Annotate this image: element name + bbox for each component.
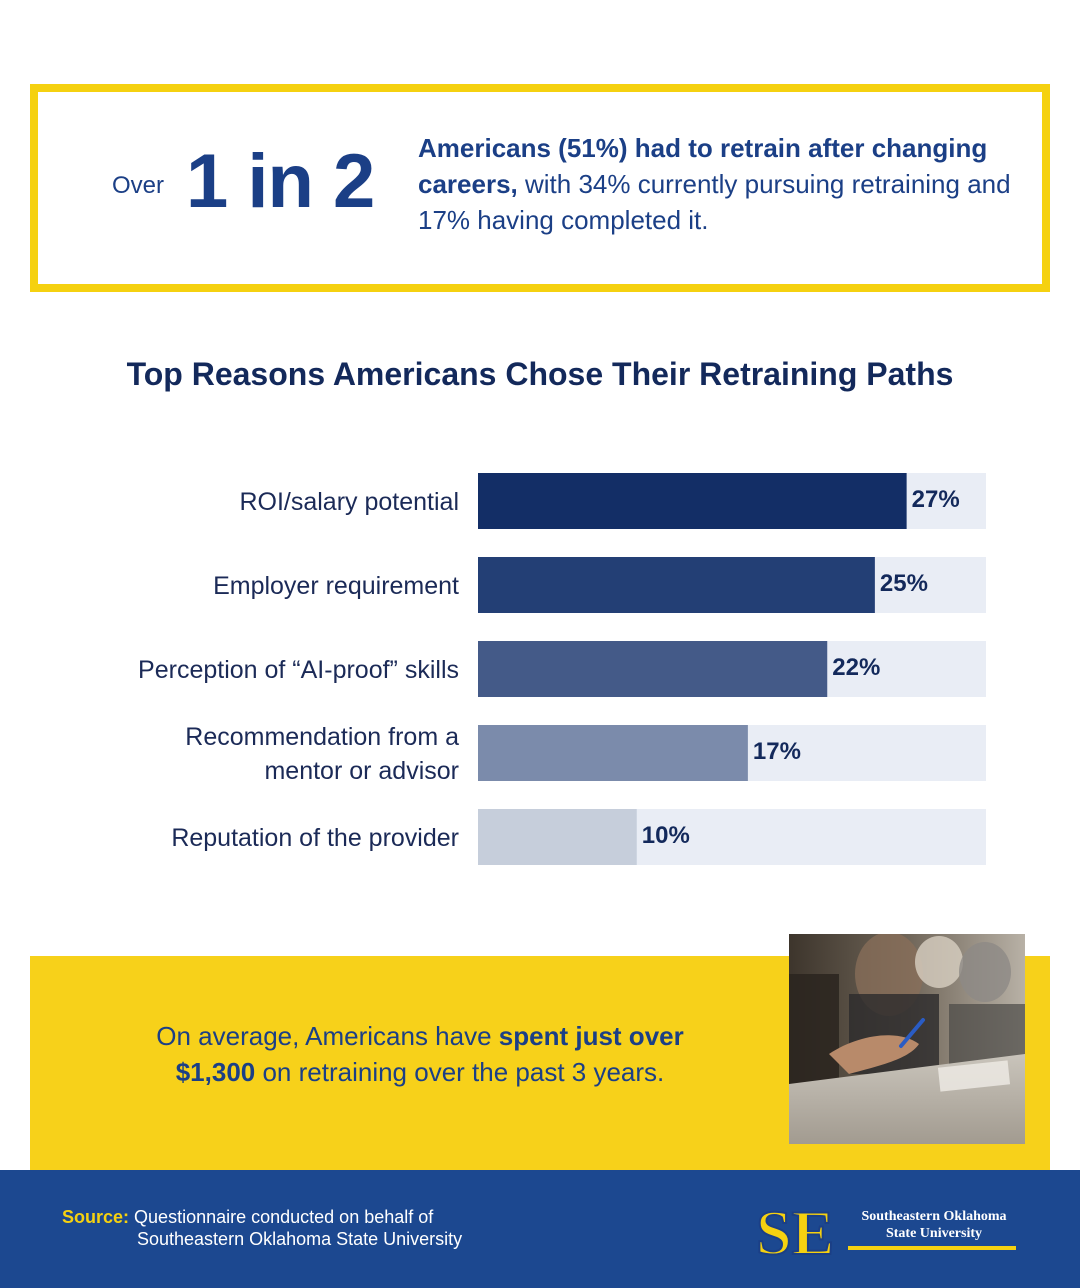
category-label: Perception of “AI-proof” skills xyxy=(138,656,459,684)
logo-monogram-text: SE xyxy=(756,1197,834,1268)
callout-pre: On average, Americans have xyxy=(156,1021,499,1051)
se-monogram-icon: SE xyxy=(755,1196,835,1269)
category-label: ROI/salary potential xyxy=(239,488,459,516)
source-line-2: Southeastern Oklahoma State University xyxy=(137,1229,463,1249)
bar-value-label: 22% xyxy=(832,654,880,681)
logo-line-1: Southeastern Oklahoma xyxy=(861,1209,1007,1224)
stat-box: Over 1 in 2 Americans (51%) had to retra… xyxy=(30,84,1050,292)
category-label: Reputation of the provider xyxy=(171,824,459,852)
stat-bold-text: Americans (51%) had to retrain after cha… xyxy=(418,133,988,199)
source-label: Source: xyxy=(62,1207,130,1227)
stat-rest-text: with 34% currently pursuing retraining a… xyxy=(418,169,1011,235)
footer: Source: Questionnaire conducted on behal… xyxy=(0,1170,1080,1288)
bar xyxy=(478,473,907,529)
category-label: Employer requirement xyxy=(213,572,459,600)
callout-text: On average, Americans have spent just ov… xyxy=(130,1018,710,1090)
bar-value-label: 27% xyxy=(912,486,960,513)
university-logo: SE Southeastern Oklahoma State Universit… xyxy=(752,1192,1022,1276)
bar-value-label: 10% xyxy=(642,822,690,849)
bar xyxy=(478,809,637,865)
bar xyxy=(478,725,748,781)
chart-title: Top Reasons Americans Chose Their Retrai… xyxy=(126,356,954,392)
stat-over-label: Over xyxy=(112,172,165,199)
source-line-1: Questionnaire conducted on behalf of xyxy=(134,1207,434,1227)
logo-line-2: State University xyxy=(885,1226,983,1241)
category-label: mentor or advisor xyxy=(264,757,459,785)
meeting-photo xyxy=(789,934,1025,1144)
bar-chart: 27% ROI/salary potential 25% Employer requi… xyxy=(138,473,986,865)
callout-post: on retraining over the past 3 years. xyxy=(255,1057,665,1087)
logo-name: Southeastern Oklahoma State University xyxy=(848,1208,1020,1242)
source-note: Source: Questionnaire conducted on behal… xyxy=(62,1206,462,1250)
bar-value-label: 17% xyxy=(753,738,801,765)
stat-big-number: 1 in 2 xyxy=(186,139,375,224)
bar-value-label: 25% xyxy=(880,570,928,597)
bar xyxy=(478,557,875,613)
bar xyxy=(478,641,828,697)
callout-bold: spent just over $1,300 xyxy=(175,1021,684,1087)
logo-underline xyxy=(848,1246,1016,1250)
stat-description: Americans (51%) had to retrain after cha… xyxy=(418,130,1018,238)
category-label: Recommendation from a xyxy=(185,723,459,751)
